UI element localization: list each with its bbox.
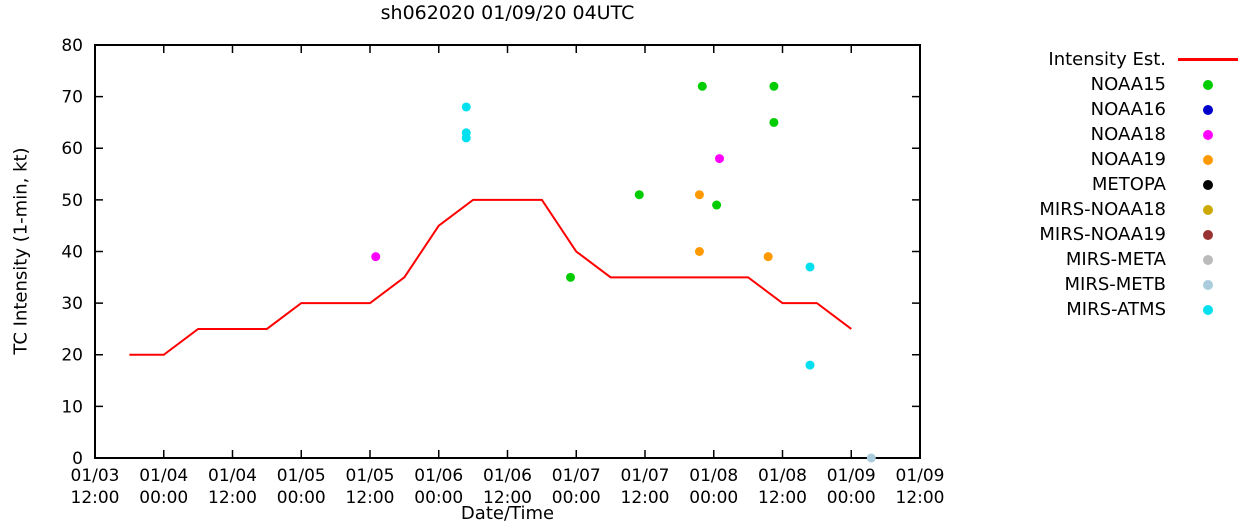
- data-point-mirs-metb: [866, 453, 876, 463]
- data-point-noaa15: [769, 117, 779, 127]
- legend-row-noaa18: NOAA18: [988, 122, 1240, 147]
- x-tick-label-date: 01/09: [827, 466, 876, 486]
- data-point-noaa18: [371, 252, 381, 262]
- x-tick-label-date: 01/03: [71, 466, 120, 486]
- legend-label-mirs-meta: MIRS-META: [1065, 249, 1166, 270]
- data-point-mirs-atms: [805, 262, 815, 272]
- x-tick-label-date: 01/04: [208, 466, 257, 486]
- legend-row-noaa19: NOAA19: [988, 147, 1240, 172]
- x-tick-label-time: 12:00: [208, 488, 257, 508]
- legend-dot-noaa15: [1176, 79, 1240, 90]
- legend-row-mirs-meta: MIRS-META: [988, 247, 1240, 272]
- legend-dot-mirs-noaa18: [1176, 204, 1240, 215]
- x-axis-label: Date/Time: [460, 503, 555, 524]
- data-point-noaa15: [769, 81, 779, 91]
- x-tick-label-date: 01/07: [621, 466, 670, 486]
- legend-dot-mirs-meta: [1176, 254, 1240, 265]
- y-tick-label: 0: [72, 449, 83, 469]
- x-tick-label-time: 12:00: [758, 488, 807, 508]
- legend-label-noaa16: NOAA16: [1090, 99, 1166, 120]
- x-tick-label-time: 00:00: [827, 488, 876, 508]
- legend-row-intensity: Intensity Est.: [988, 47, 1240, 72]
- y-tick-label: 50: [61, 191, 83, 211]
- y-tick-label: 80: [61, 36, 83, 56]
- data-point-mirs-atms: [805, 360, 815, 370]
- x-tick-label-date: 01/06: [483, 466, 532, 486]
- data-point-noaa19: [694, 190, 704, 200]
- x-tick-label-date: 01/06: [414, 466, 463, 486]
- chart-legend: Intensity Est. NOAA15 NOAA16 NOAA18 NOAA…: [988, 47, 1240, 322]
- legend-label-noaa15: NOAA15: [1090, 74, 1166, 95]
- x-tick-label-date: 01/04: [139, 466, 188, 486]
- y-tick-label: 60: [61, 139, 83, 159]
- y-axis-label: TC Intensity (1-min, kt): [10, 147, 32, 355]
- data-point-mirs-atms: [461, 133, 471, 143]
- data-point-mirs-atms: [461, 102, 471, 112]
- legend-row-mirs-noaa19: MIRS-NOAA19: [988, 222, 1240, 247]
- legend-dot-mirs-noaa19: [1176, 229, 1240, 240]
- x-tick-label-time: 00:00: [552, 488, 601, 508]
- x-tick-label-time: 12:00: [71, 488, 120, 508]
- legend-label-mirs-atms: MIRS-ATMS: [1066, 299, 1166, 320]
- legend-line-sample: [1176, 58, 1240, 61]
- legend-dot-noaa19: [1176, 154, 1240, 165]
- legend-dot-noaa16: [1176, 104, 1240, 115]
- x-tick-label-time: 12:00: [346, 488, 395, 508]
- x-tick-label-time: 00:00: [277, 488, 326, 508]
- data-point-noaa18: [714, 154, 724, 164]
- legend-dot-mirs-metb: [1176, 279, 1240, 290]
- data-point-noaa15: [712, 200, 722, 210]
- plot-border: [94, 44, 921, 459]
- x-tick-label-time: 00:00: [139, 488, 188, 508]
- x-tick-label-date: 01/08: [689, 466, 738, 486]
- legend-label-mirs-noaa18: MIRS-NOAA18: [1039, 199, 1166, 220]
- legend-label-mirs-metb: MIRS-METB: [1064, 274, 1166, 295]
- data-point-noaa15: [566, 272, 576, 282]
- legend-dot-noaa18: [1176, 129, 1240, 140]
- legend-row-mirs-metb: MIRS-METB: [988, 272, 1240, 297]
- y-tick-label: 30: [61, 294, 83, 314]
- legend-label-noaa18: NOAA18: [1090, 124, 1166, 145]
- x-tick-label-time: 00:00: [414, 488, 463, 508]
- legend-dot-mirs-atms: [1176, 304, 1240, 315]
- y-tick-label: 40: [61, 242, 83, 262]
- legend-row-metopa: METOPA: [988, 172, 1240, 197]
- data-point-noaa19: [763, 252, 773, 262]
- data-point-noaa15: [634, 190, 644, 200]
- legend-row-noaa15: NOAA15: [988, 72, 1240, 97]
- legend-label-intensity: Intensity Est.: [1048, 49, 1166, 70]
- legend-row-mirs-noaa18: MIRS-NOAA18: [988, 197, 1240, 222]
- x-tick-label-time: 12:00: [896, 488, 945, 508]
- legend-label-mirs-noaa19: MIRS-NOAA19: [1039, 224, 1166, 245]
- y-tick-label: 70: [61, 88, 83, 108]
- x-tick-label-date: 01/08: [758, 466, 807, 486]
- legend-label-noaa19: NOAA19: [1090, 149, 1166, 170]
- legend-label-metopa: METOPA: [1091, 174, 1166, 195]
- x-tick-label-date: 01/05: [346, 466, 395, 486]
- y-tick-label: 20: [61, 346, 83, 366]
- legend-row-mirs-atms: MIRS-ATMS: [988, 297, 1240, 322]
- legend-dot-metopa: [1176, 179, 1240, 190]
- intensity-line: [129, 198, 852, 356]
- legend-row-noaa16: NOAA16: [988, 97, 1240, 122]
- chart-title: sh062020 01/09/20 04UTC: [380, 2, 635, 24]
- data-point-noaa19: [694, 247, 704, 256]
- y-tick-label: 10: [61, 397, 83, 417]
- x-tick-label-date: 01/05: [277, 466, 326, 486]
- x-tick-label-date: 01/09: [896, 466, 945, 486]
- data-point-noaa15: [697, 81, 707, 91]
- x-tick-label-date: 01/07: [552, 466, 601, 486]
- x-tick-label-time: 12:00: [621, 488, 670, 508]
- x-tick-label-time: 12:00: [483, 488, 532, 508]
- x-tick-label-time: 00:00: [689, 488, 738, 508]
